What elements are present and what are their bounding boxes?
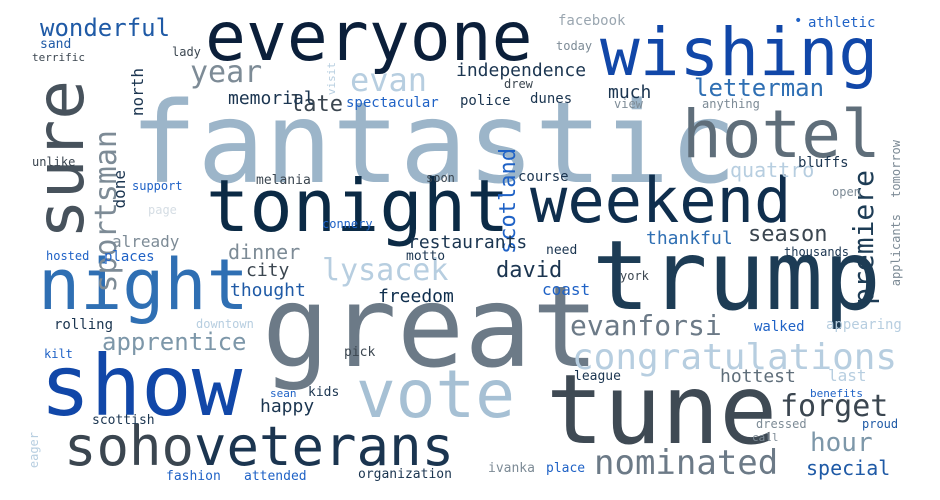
word-pick: pick — [344, 345, 376, 360]
word-bluffs: bluffs — [798, 155, 849, 171]
word-call: call — [752, 431, 779, 444]
word-police: police — [460, 93, 511, 109]
word-place: place — [546, 461, 586, 476]
word-spectacular: spectacular — [346, 95, 439, 111]
word-facebook: facebook — [558, 13, 626, 29]
word-night: night — [38, 244, 249, 326]
word-eager: eager — [27, 432, 41, 469]
word-league: league — [574, 369, 621, 384]
word-tune: tune — [546, 354, 778, 466]
word-connery: connery — [322, 217, 373, 231]
word-david: david — [496, 258, 563, 283]
word-great: great — [262, 263, 600, 393]
word-everyone: everyone — [205, 0, 533, 77]
word-tonight: tonight — [206, 164, 510, 248]
word-sean: sean — [270, 387, 297, 400]
word-forget: forget — [780, 389, 889, 424]
word-rolling: rolling — [54, 317, 114, 333]
word-appearing: appearing — [826, 317, 902, 333]
word-tomorrow: tomorrow — [889, 140, 903, 198]
word-much: much — [608, 82, 652, 103]
word-thought: thought — [230, 280, 306, 301]
word-organization: organization — [358, 467, 452, 482]
word-coast: coast — [542, 280, 591, 299]
word-soho: soho — [64, 415, 195, 478]
word-season: season — [748, 222, 828, 247]
word-york: york — [620, 269, 649, 283]
word-thankful: thankful — [646, 228, 733, 249]
word-soon: soon — [426, 171, 455, 185]
word-page: page — [148, 203, 177, 217]
word-scottish: scottish — [92, 413, 155, 428]
word-vote: vote — [356, 356, 515, 433]
word-wonderful: wonderful — [40, 14, 171, 42]
word-athletic: athletic — [808, 15, 876, 31]
word-independence: independence — [456, 60, 587, 81]
word-attended: attended — [244, 469, 307, 484]
word-evan: evan — [350, 61, 428, 99]
word-thousands: thousands — [784, 245, 850, 259]
word-hosted: hosted — [46, 249, 90, 263]
word-trump: trump — [592, 220, 881, 332]
word-already: already — [112, 232, 180, 251]
word-benefits: benefits — [810, 387, 863, 400]
word-apprentice: apprentice — [102, 328, 247, 356]
word-veterans: veterans — [194, 415, 455, 478]
word-dressed: dressed — [756, 417, 807, 431]
word-city: city — [246, 260, 290, 281]
word-congratulations: congratulations — [572, 337, 898, 378]
word-motto: motto — [406, 249, 446, 264]
word-walked: walked — [754, 319, 805, 335]
word-dunes: dunes — [530, 91, 573, 107]
word-places: places — [104, 249, 155, 265]
word-ivanka: ivanka — [488, 461, 535, 476]
word-happy: happy — [260, 396, 315, 417]
word-late: late — [290, 92, 343, 117]
word-freedom: freedom — [378, 286, 454, 307]
word-hotel: hotel — [682, 96, 881, 173]
word-lysacek: lysacek — [322, 253, 449, 288]
word-letterman: letterman — [694, 74, 825, 102]
word-downtown: downtown — [196, 317, 254, 331]
word-nominated: nominated — [594, 443, 779, 483]
word-fashion: fashion — [166, 469, 221, 484]
word-kids: kids — [308, 385, 340, 400]
word-drew: drew — [504, 77, 533, 91]
word-hottest: hottest — [720, 366, 796, 387]
word-applicants: applicants — [889, 214, 903, 287]
word-view: view — [614, 97, 643, 111]
word-special: special — [806, 456, 891, 480]
word-wishing: wishing — [600, 14, 879, 91]
word-terrific: terrific — [32, 51, 85, 64]
word-lady: lady — [172, 45, 201, 59]
word-need: need — [546, 243, 578, 258]
word-quattro: quattro — [730, 158, 815, 182]
word-dinner: dinner — [228, 240, 301, 264]
word-course: course — [518, 169, 569, 185]
word-visit: visit — [325, 62, 338, 96]
word-memorial: memorial — [228, 88, 315, 109]
word-open: open — [832, 185, 861, 199]
word-support: support — [132, 179, 183, 193]
word-restaurants: restaurants — [408, 232, 528, 253]
word-done: done — [110, 170, 129, 209]
word-kilt: kilt — [44, 347, 73, 361]
word-melania: melania — [256, 173, 311, 188]
word-last: last — [828, 366, 867, 385]
word-dot-a: • — [794, 13, 803, 29]
word-year: year — [190, 55, 263, 90]
word-fantastic: fantastic — [130, 79, 737, 209]
word-today: today — [556, 39, 593, 53]
word-hour: hour — [810, 428, 873, 458]
word-show: show — [40, 337, 243, 435]
word-anything: anything — [702, 97, 760, 111]
word-sand: sand — [40, 37, 72, 52]
word-weekend: weekend — [530, 164, 792, 237]
word-sportsman: sportsman — [89, 130, 124, 293]
word-unlike: unlike — [32, 155, 76, 169]
word-proud: proud — [862, 417, 899, 431]
word-north: north — [128, 68, 147, 117]
word-evanforsi: evanforsi — [570, 309, 722, 342]
